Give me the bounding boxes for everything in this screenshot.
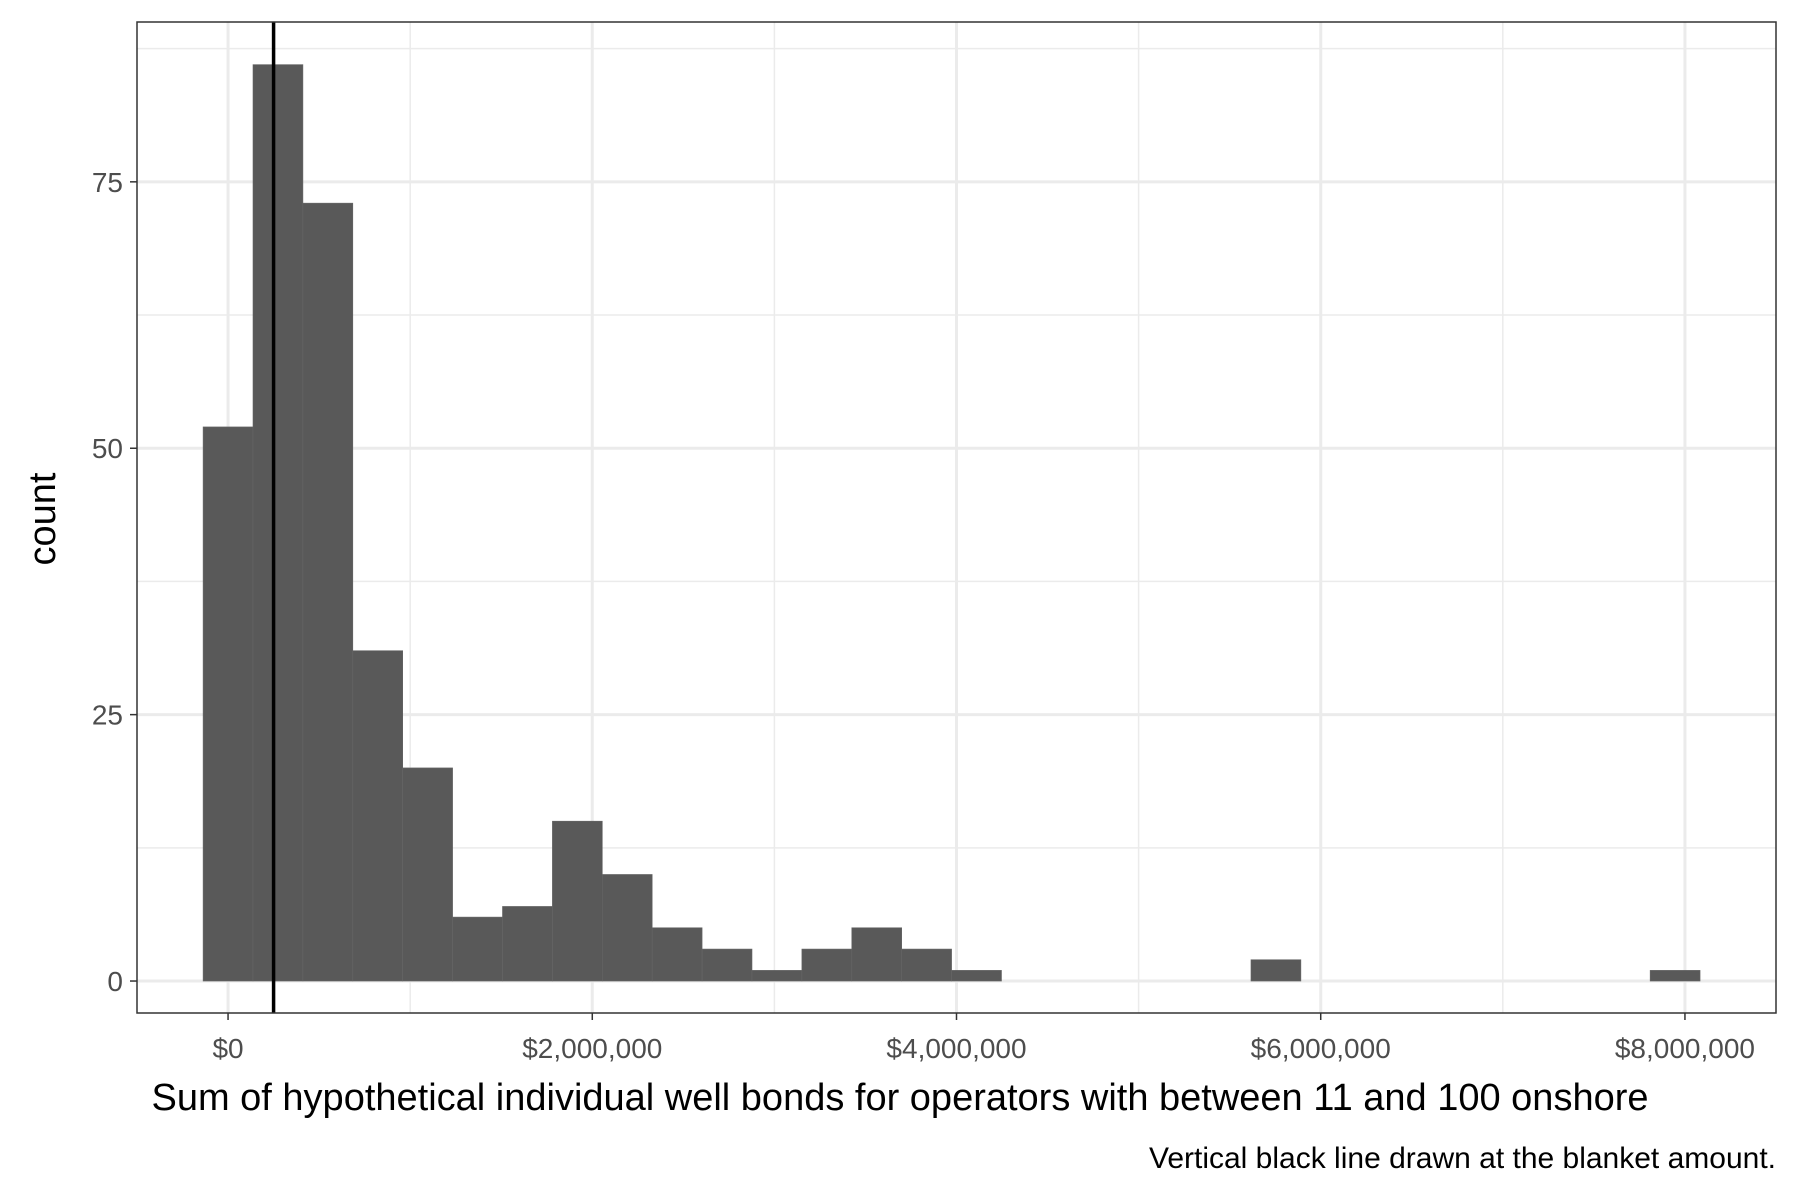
- histogram-bar: [352, 650, 404, 982]
- tick-labels: $0 $2,000,000 $4,000,000 $6,000,000 $8,000,0…: [92, 167, 1755, 1064]
- histogram-bar: [502, 906, 553, 982]
- x-tick-label: $8,000,000: [1615, 1033, 1755, 1064]
- histogram-bar: [552, 820, 603, 982]
- histogram-bar: [1250, 959, 1302, 982]
- histogram-bar: [851, 927, 902, 982]
- histogram-bars: [202, 64, 1701, 982]
- y-tick-label: 0: [107, 966, 123, 997]
- x-tick-label: $0: [212, 1033, 243, 1064]
- y-tick-label: 75: [92, 167, 123, 198]
- x-tick-label: $6,000,000: [1251, 1033, 1391, 1064]
- histogram-bar: [452, 916, 503, 982]
- histogram-bar: [302, 202, 354, 982]
- histogram-bar: [1649, 970, 1701, 982]
- histogram-bar: [751, 970, 803, 982]
- axis-ticks: [130, 181, 1686, 1020]
- x-tick-label: $2,000,000: [522, 1033, 662, 1064]
- x-axis-title: Sum of hypothetical individual well bond…: [151, 1077, 1648, 1119]
- histogram-bar: [252, 64, 304, 982]
- histogram-bar: [202, 426, 254, 982]
- histogram-bar: [402, 767, 453, 982]
- histogram-bar: [651, 927, 703, 982]
- histogram-bar: [601, 874, 653, 982]
- histogram-bar: [901, 948, 952, 982]
- y-tick-label: 50: [92, 433, 123, 464]
- y-tick-label: 25: [92, 700, 123, 731]
- chart-caption: Vertical black line drawn at the blanket…: [1149, 1142, 1776, 1175]
- x-tick-label: $4,000,000: [886, 1033, 1026, 1064]
- histogram-bar: [701, 948, 753, 982]
- histogram-bar: [801, 948, 853, 982]
- histogram-bar: [951, 970, 1002, 982]
- y-axis-title: count: [22, 472, 64, 565]
